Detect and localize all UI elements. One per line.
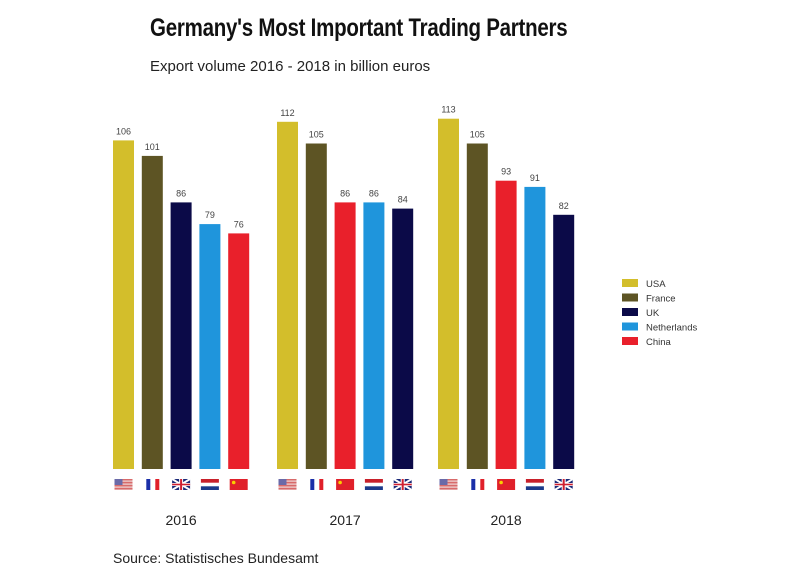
bar-2018-uk bbox=[553, 214, 575, 469]
flag-france-icon bbox=[146, 479, 160, 490]
data-label: 86 bbox=[176, 188, 186, 198]
data-label: 79 bbox=[205, 210, 215, 220]
data-label: 93 bbox=[501, 167, 511, 177]
legend: USA France UK Netherlands China bbox=[622, 279, 697, 348]
bar-2016-netherlands bbox=[199, 224, 221, 469]
legend-swatch bbox=[622, 337, 638, 345]
bar-2016-china bbox=[228, 233, 250, 469]
data-label: 106 bbox=[116, 126, 131, 136]
data-label: 76 bbox=[234, 219, 244, 229]
group-2017: 112 105 86 86 84 2017 bbox=[277, 108, 414, 528]
flag-netherlands-icon bbox=[364, 479, 383, 490]
flag-netherlands-icon bbox=[200, 479, 219, 490]
data-label: 86 bbox=[340, 188, 350, 198]
bar-2016-usa bbox=[113, 140, 134, 469]
data-label: 105 bbox=[309, 130, 324, 140]
group-2018: 113 105 93 91 82 2018 bbox=[438, 105, 575, 528]
flag-netherlands-icon bbox=[525, 479, 544, 490]
flag-france-icon bbox=[471, 479, 485, 490]
flag-china-icon bbox=[497, 479, 516, 490]
legend-swatch bbox=[622, 308, 638, 316]
flag-uk-icon bbox=[393, 478, 413, 491]
chart-title: Germany's Most Important Trading Partner… bbox=[150, 14, 568, 42]
data-label: 112 bbox=[280, 108, 294, 118]
chart-subtitle: Export volume 2016 - 2018 in billion eur… bbox=[150, 58, 431, 75]
bar-2017-netherlands bbox=[363, 202, 385, 469]
legend-label: USA bbox=[646, 279, 666, 290]
year-label: 2016 bbox=[166, 512, 197, 528]
legend-label: China bbox=[646, 337, 672, 348]
flag-usa-icon bbox=[114, 479, 133, 490]
data-label: 101 bbox=[145, 142, 160, 152]
group-2016: 106 101 86 79 76 2016 bbox=[113, 126, 250, 528]
legend-swatch bbox=[622, 279, 638, 287]
bar-2018-netherlands bbox=[524, 186, 546, 469]
legend-swatch bbox=[622, 322, 638, 331]
legend-label: Netherlands bbox=[646, 323, 697, 334]
bar-2018-usa bbox=[438, 118, 459, 469]
source-note: Source: Statistisches Bundesamt bbox=[113, 550, 319, 566]
legend-swatch bbox=[622, 293, 638, 302]
data-label: 105 bbox=[470, 130, 485, 140]
bar-2017-china bbox=[334, 202, 356, 469]
bar-2016-uk bbox=[170, 202, 192, 469]
flag-france-icon bbox=[310, 479, 324, 490]
flag-china-icon bbox=[229, 479, 248, 490]
bar-2017-usa bbox=[277, 121, 298, 470]
bar-2018-france bbox=[466, 143, 488, 469]
data-label: 113 bbox=[441, 105, 455, 115]
year-label: 2018 bbox=[491, 512, 522, 528]
bar-2018-china bbox=[495, 180, 517, 469]
data-label: 84 bbox=[398, 195, 408, 205]
year-label: 2017 bbox=[330, 512, 361, 528]
flag-uk-icon bbox=[171, 478, 191, 491]
legend-label: France bbox=[646, 294, 676, 305]
bar-2017-uk bbox=[392, 208, 414, 469]
flag-usa-icon bbox=[439, 479, 458, 490]
bar-2017-france bbox=[305, 143, 327, 469]
bar-2016-france bbox=[141, 155, 163, 469]
legend-label: UK bbox=[646, 308, 660, 319]
data-label: 82 bbox=[559, 201, 569, 211]
data-label: 86 bbox=[369, 188, 379, 198]
flag-uk-icon bbox=[554, 478, 574, 491]
data-label: 91 bbox=[530, 173, 540, 183]
flag-usa-icon bbox=[278, 479, 297, 490]
flag-china-icon bbox=[336, 479, 355, 490]
